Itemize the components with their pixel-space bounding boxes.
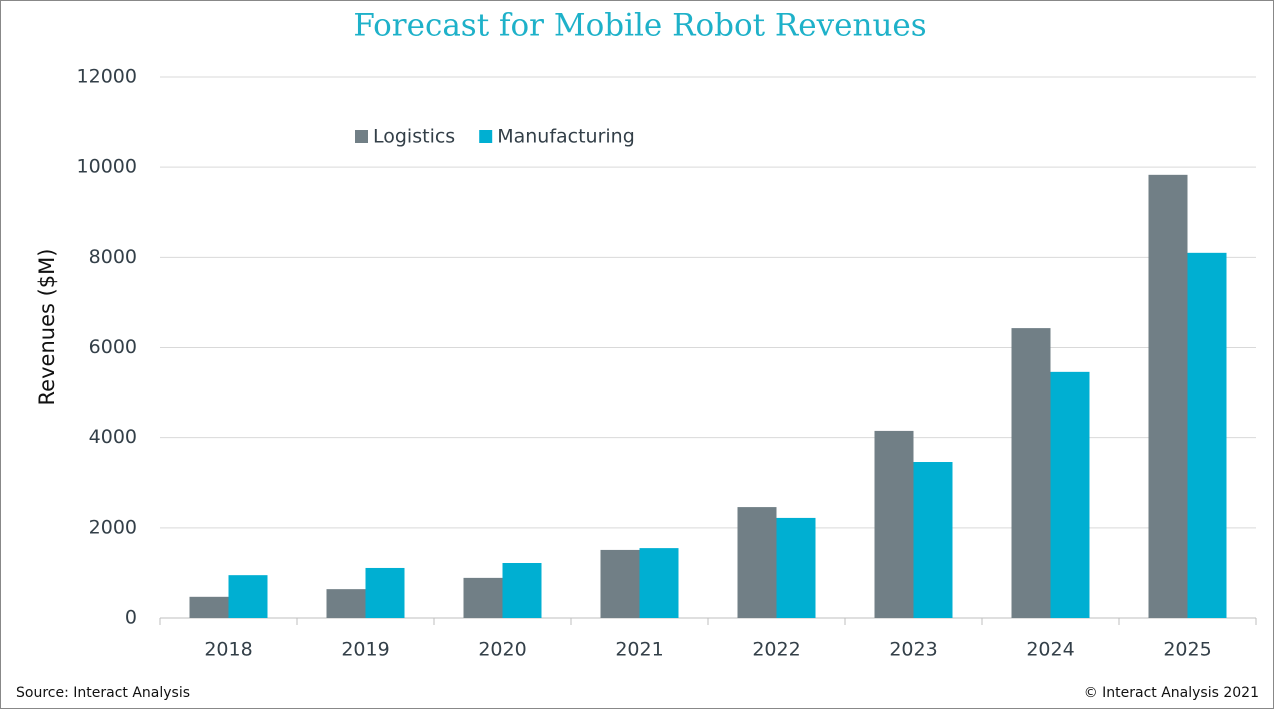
y-tick-label: 8000 [89, 246, 137, 268]
y-tick-label: 2000 [89, 516, 137, 538]
bar [189, 596, 229, 618]
y-tick-label: 4000 [89, 426, 137, 448]
bar [874, 430, 914, 618]
bar [1148, 174, 1188, 619]
legend-swatch [355, 130, 368, 143]
x-tick-label: 2022 [752, 639, 800, 661]
bar [326, 589, 366, 618]
bar [913, 462, 953, 618]
y-axis-label: Revenues ($M) [35, 249, 59, 406]
x-tick-label: 2024 [1026, 639, 1074, 661]
legend-swatch [479, 130, 493, 143]
bar [600, 549, 640, 618]
source: Source: Interact Analysis [16, 685, 190, 701]
x-tick-label: 2018 [204, 639, 252, 661]
y-tick-label: 6000 [89, 336, 137, 358]
x-tick-label: 2020 [478, 639, 526, 661]
bar [1187, 252, 1227, 618]
y-tick-label: 12000 [77, 66, 137, 88]
legend-label: Manufacturing [497, 126, 635, 148]
x-tick-label: 2023 [889, 639, 937, 661]
bar [463, 577, 503, 618]
chart-title: Forecast for Mobile Robot Revenues [353, 8, 926, 44]
bar [502, 562, 542, 618]
bar [1050, 371, 1090, 618]
bar [639, 548, 679, 618]
x-tick-label: 2021 [615, 639, 663, 661]
x-tick-label: 2025 [1163, 639, 1211, 661]
x-tick-label: 2019 [341, 639, 389, 661]
y-tick-label: 10000 [77, 156, 137, 178]
bar [365, 567, 405, 618]
y-tick-label: 0 [125, 607, 137, 629]
bar [776, 517, 816, 618]
copyright: © Interact Analysis 2021 [1084, 685, 1259, 701]
legend-label: Logistics [373, 126, 455, 148]
bar [1011, 328, 1051, 618]
bar [228, 575, 268, 618]
bar [737, 507, 777, 618]
